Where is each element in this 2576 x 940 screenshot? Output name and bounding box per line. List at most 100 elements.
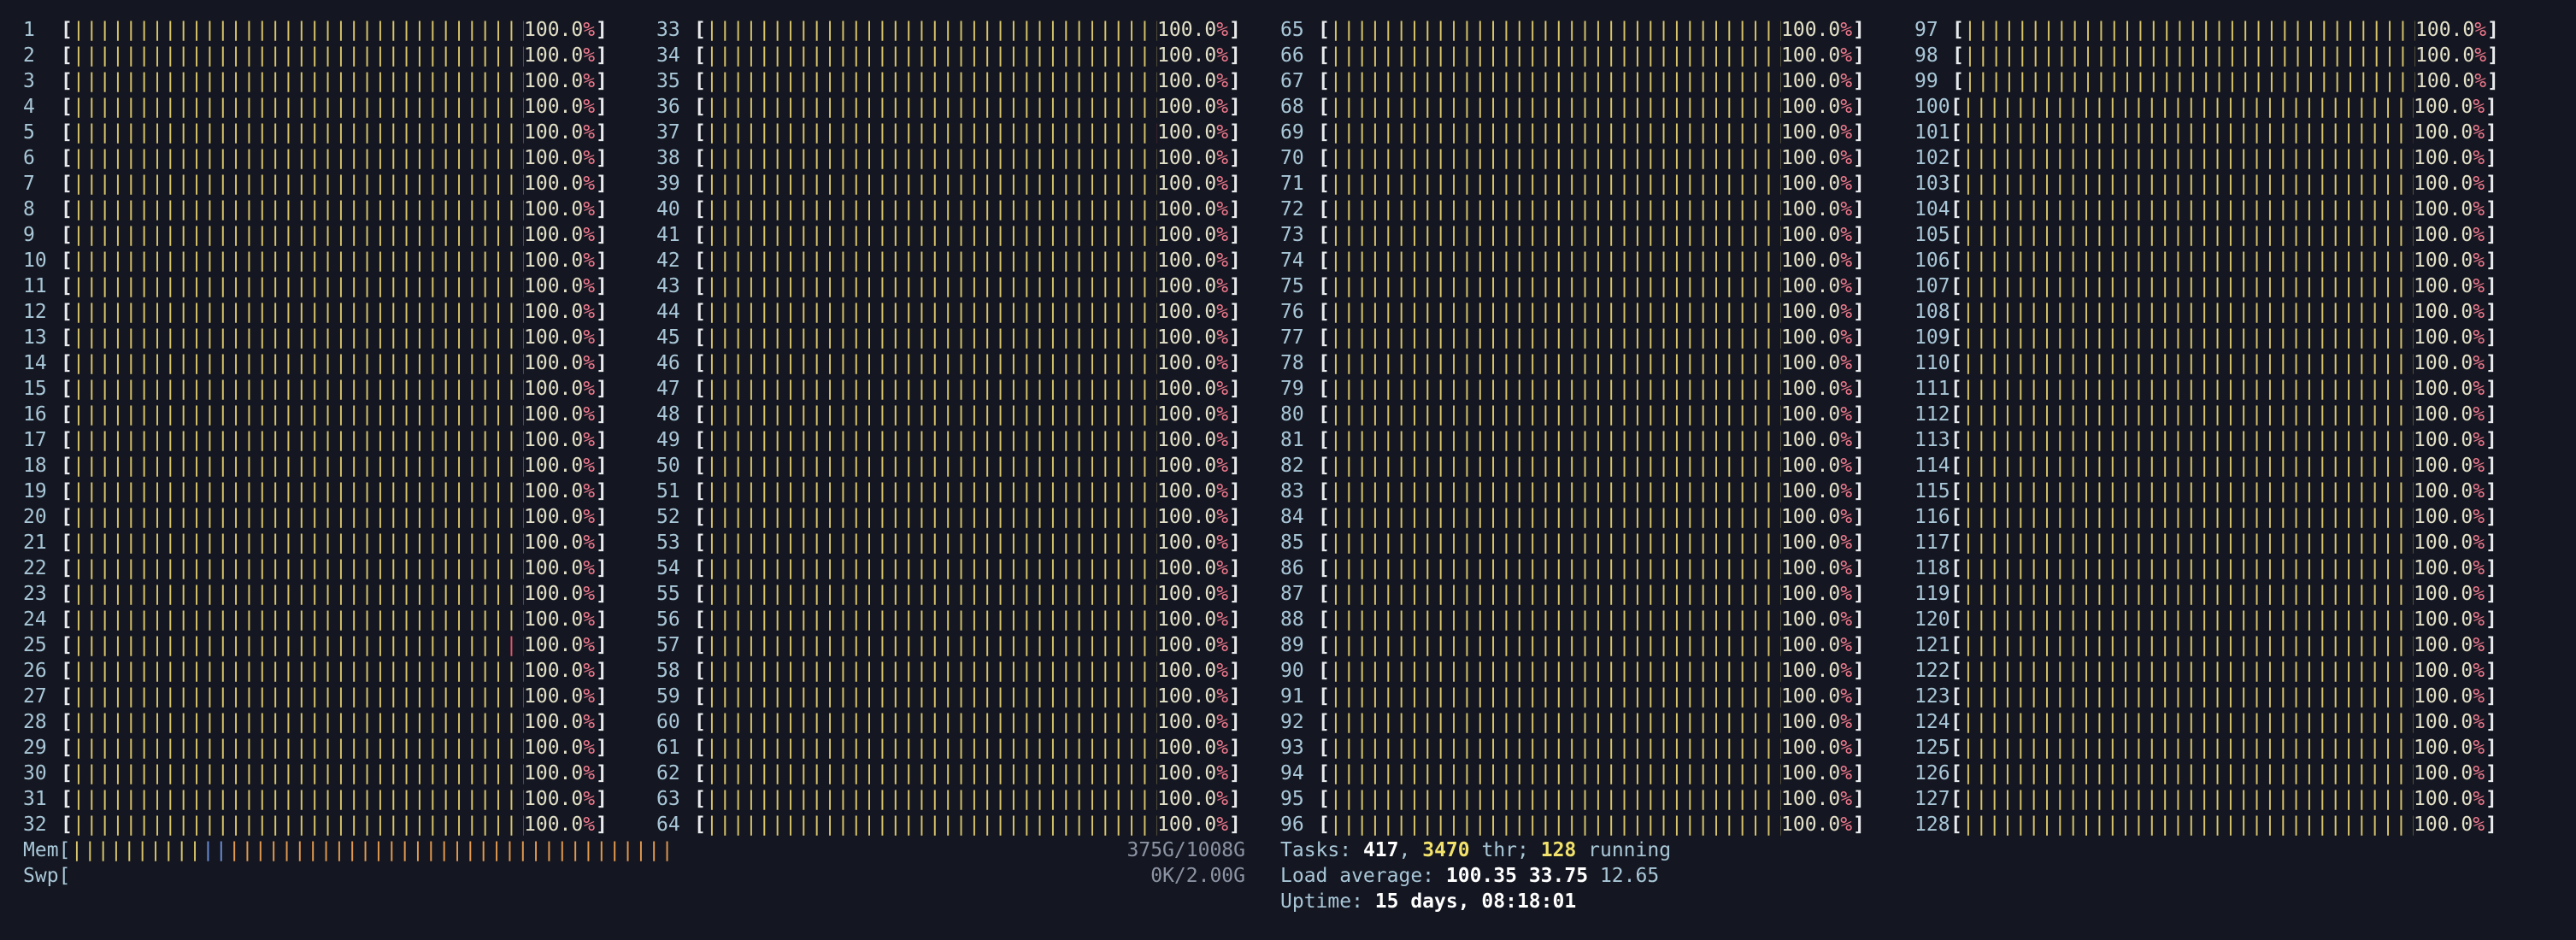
meter-bracket-close: ] (1853, 224, 1865, 246)
cpu-number: 13 (23, 326, 47, 349)
meter-bracket-open: [ (694, 557, 706, 579)
cpu-number: 7 (23, 173, 35, 195)
cpu-usage-bar: |||||||||||||||||||||||||||||||||||| (1330, 70, 1781, 92)
meter-bracket-open: [ (1950, 250, 1962, 272)
cpu-usage-bar: |||||||||||||||||||||||||||||||||||| (1962, 814, 2414, 836)
cpu-number: 123 (1914, 685, 1950, 708)
cpu-percent: 100.0% (524, 660, 596, 682)
meter-bracket-close: ] (2487, 44, 2499, 67)
meter-bracket-close: ] (1853, 44, 1865, 67)
cpu-usage-bar: |||||||||||||||||||||||||||||||||||| (1962, 275, 2414, 297)
cpu-number: 97 (1914, 19, 1938, 41)
meter-bracket-close: ] (2485, 326, 2497, 349)
meter-bracket-close: ] (1853, 660, 1865, 682)
cpu-usage-bar: |||||||||||||||||||||||||||||||||||| (1962, 378, 2414, 400)
meter-bracket-open: [ (61, 378, 73, 400)
cpu-usage-bar: |||||||||||||||||||||||||||||||||||| (706, 711, 1157, 733)
cpu-meter-row: 117[||||||||||||||||||||||||||||||||||||… (1914, 530, 2523, 555)
cpu-number: 108 (1914, 301, 1950, 323)
cpu-percent: 100.0% (524, 275, 596, 297)
running-count: 128 (1540, 839, 1577, 861)
meter-bracket-close: ] (2485, 788, 2497, 810)
cpu-number: 98 (1914, 44, 1938, 67)
meter-bracket-close: ] (596, 147, 608, 169)
meter-bracket-open: [ (61, 788, 73, 810)
cpu-usage-bar: |||||||||||||||||||||||||||||||||||| (706, 147, 1157, 169)
cpu-meter-row: 67 [|||||||||||||||||||||||||||||||||||| 1… (1280, 68, 1889, 94)
cpu-percent: 100.0% (1781, 532, 1853, 554)
cpu-number: 80 (1280, 403, 1304, 426)
cpu-number: 5 (23, 121, 35, 144)
meter-bracket-open: [ (694, 70, 706, 92)
meter-bracket-open: [ (61, 198, 73, 220)
meter-bracket-close: ] (2485, 173, 2497, 195)
cpu-number: 62 (656, 762, 680, 784)
cpu-percent: 100.0% (524, 96, 596, 118)
tasks-sep: , (1398, 839, 1411, 861)
cpu-percent: 100.0% (1157, 403, 1229, 426)
cpu-percent: 100.0% (2414, 326, 2485, 349)
cpu-usage-bar: |||||||||||||||||||||||||||||||||||| (1330, 480, 1781, 502)
cpu-usage-bar: |||||||||||||||||||||||||||||||||||| (73, 70, 524, 92)
cpu-percent: 100.0% (2415, 19, 2487, 41)
load-average-line: Load average: 100.35 33.75 12.65 (1280, 863, 1659, 889)
cpu-usage-bar: |||||||||||||||||||||||||||||||||||| (1330, 275, 1781, 297)
cpu-percent: 100.0% (2414, 634, 2485, 656)
cpu-meter-row: 71 [|||||||||||||||||||||||||||||||||||| 1… (1280, 171, 1889, 197)
cpu-usage-bar: |||||||||||||||||||||||||||||||||||| (1330, 788, 1781, 810)
meter-bracket-close: ] (2485, 403, 2497, 426)
cpu-meter-row: 125[||||||||||||||||||||||||||||||||||||… (1914, 735, 2523, 761)
cpu-percent: 100.0% (1157, 70, 1229, 92)
cpu-usage-bar: |||||||||||||||||||||||||||||||||||| (73, 121, 524, 144)
cpu-meter-row: 100[||||||||||||||||||||||||||||||||||||… (1914, 94, 2523, 120)
cpu-number: 95 (1280, 788, 1304, 810)
meter-bracket-close: ] (1853, 301, 1865, 323)
cpu-number: 40 (656, 198, 680, 220)
cpu-meter-row: 61 [|||||||||||||||||||||||||||||||||||| 1… (656, 735, 1265, 761)
meter-bracket-close: ] (2485, 506, 2497, 528)
meter-bracket-open: [ (1318, 403, 1330, 426)
cpu-percent: 100.0% (1157, 352, 1229, 374)
cpu-meter-row: 9 [|||||||||||||||||||||||||||||||||||| 10… (23, 222, 632, 248)
meter-bracket-close: ] (1853, 583, 1865, 605)
cpu-percent: 100.0% (2414, 608, 2485, 631)
cpu-number: 38 (656, 147, 680, 169)
cpu-usage-bar: |||||||||||||||||||||||||||||||||||| (73, 762, 524, 784)
cpu-number: 94 (1280, 762, 1304, 784)
meter-bracket-open: [ (1950, 224, 1962, 246)
meter-bracket-close: ] (2485, 275, 2497, 297)
cpu-usage-bar: |||||||||||||||||||||||||||||||||||| (1330, 608, 1781, 631)
cpu-usage-bar: |||||||||||||||||||||||||||||||||||| (1330, 685, 1781, 708)
cpu-number: 29 (23, 737, 47, 759)
cpu-number: 25 (23, 634, 47, 656)
cpu-number: 126 (1914, 762, 1950, 784)
cpu-usage-bar: |||||||||||||||||||||||||||||||||||| (73, 634, 524, 656)
cpu-meter-row: 11 [||||||||||||||||||||||||||||||||||||1… (23, 273, 632, 299)
cpu-percent: 100.0% (2414, 275, 2485, 297)
cpu-number: 101 (1914, 121, 1950, 144)
cpu-percent: 100.0% (524, 685, 596, 708)
meter-bracket-close: ] (1229, 711, 1241, 733)
cpu-usage-bar: |||||||||||||||||||||||||||||||||||| (1330, 198, 1781, 220)
cpu-number: 74 (1280, 250, 1304, 272)
cpu-number: 24 (23, 608, 47, 631)
cpu-percent: 100.0% (1781, 378, 1853, 400)
meter-bracket-open: [ (61, 557, 73, 579)
cpu-percent: 100.0% (524, 557, 596, 579)
cpu-meter-row: 68 [|||||||||||||||||||||||||||||||||||| 1… (1280, 94, 1889, 120)
meter-bracket-close: ] (1853, 198, 1865, 220)
space (1434, 865, 1446, 887)
cpu-number: 100 (1914, 96, 1950, 118)
cpu-meter-row: 55 [|||||||||||||||||||||||||||||||||||| 1… (656, 581, 1265, 607)
cpu-meter-row: 48 [|||||||||||||||||||||||||||||||||||| 1… (656, 402, 1265, 427)
meter-bracket-open: [ (1950, 608, 1962, 631)
cpu-usage-bar: |||||||||||||||||||||||||||||||||||| (73, 352, 524, 374)
meter-bracket-close: ] (1853, 378, 1865, 400)
meter-bracket-close: ] (596, 737, 608, 759)
load-1min: 100.35 (1445, 865, 1517, 887)
meter-bracket-close: ] (1229, 250, 1241, 272)
meter-bracket-open: [ (61, 44, 73, 67)
swap-meter: Swp[0K/2.00G (23, 863, 1245, 889)
cpu-meter-row: 20 [|||||||||||||||||||||||||||||||||||| 1… (23, 504, 632, 530)
cpu-percent: 100.0% (2414, 506, 2485, 528)
